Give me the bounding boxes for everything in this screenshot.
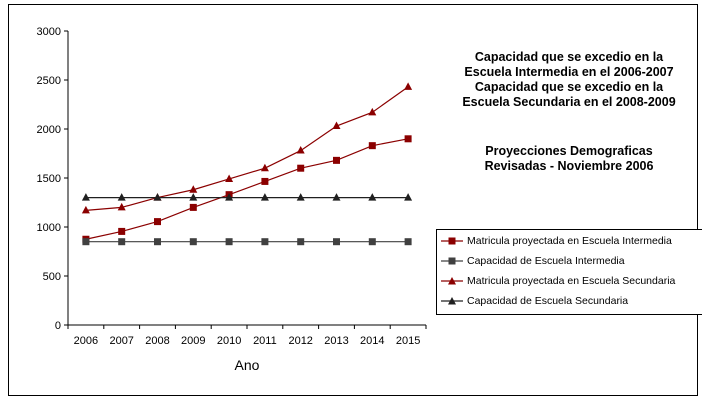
legend-label: Matricula proyectada en Escuela Secundar… xyxy=(467,275,676,287)
data-point xyxy=(261,238,269,246)
data-point xyxy=(332,193,341,201)
data-point xyxy=(153,193,162,201)
legend-label: Capacidad de Escuela Secundaria xyxy=(467,295,629,307)
data-point xyxy=(189,193,198,201)
y-tick-label: 2500 xyxy=(37,75,61,87)
chart-legend: Matricula proyectada en Escuela Intermed… xyxy=(436,229,702,315)
capacity-annotation: Capacidad que se excedio en la Escuela I… xyxy=(439,50,699,110)
series-line xyxy=(85,138,409,240)
line-chart: 0 500 1000 1500 2000 2500 3000 2006 2007 2008 2009… xyxy=(37,26,427,373)
data-point xyxy=(297,164,305,172)
data-point xyxy=(368,142,376,150)
data-point xyxy=(225,238,233,246)
data-point xyxy=(296,146,305,154)
data-point xyxy=(154,238,161,246)
data-point xyxy=(225,174,234,182)
x-axis-title: Ano xyxy=(235,357,260,373)
annotation-line: Proyecciones Demograficas xyxy=(485,144,653,158)
y-tick-label: 3000 xyxy=(37,26,61,38)
data-point xyxy=(333,238,340,246)
annotation-line: Capacidad que se excedio en la xyxy=(474,80,664,94)
data-point xyxy=(368,238,376,246)
annotation-line: Capacidad que se excedio en la xyxy=(474,50,664,64)
y-tick-label: 1500 xyxy=(37,173,61,185)
legend-item: Matricula proyectada en Escuela Secundar… xyxy=(441,272,702,292)
data-point xyxy=(404,193,413,201)
x-tick-label: 2013 xyxy=(324,335,348,347)
y-tick-label: 0 xyxy=(55,320,61,332)
legend-item: Capacidad de Escuela Secundaria xyxy=(441,292,702,312)
data-point xyxy=(189,203,197,211)
x-tick-label: 2006 xyxy=(74,335,98,347)
annotation-line: Escuela Intermedia en el 2006-2007 xyxy=(464,65,674,79)
chart-frame: 0 500 1000 1500 2000 2500 3000 2006 2007 2008 2009… xyxy=(8,4,702,396)
data-point xyxy=(296,193,305,201)
data-point xyxy=(368,107,377,116)
data-point xyxy=(189,185,198,193)
legend-label: Matricula proyectada en Escuela Intermed… xyxy=(467,235,672,247)
data-point xyxy=(260,163,269,172)
data-point xyxy=(189,238,197,246)
data-point xyxy=(82,238,90,246)
x-tick-label: 2010 xyxy=(217,335,241,347)
annotation-line: Revisadas - Noviembre 2006 xyxy=(484,159,654,173)
annotation-line: Escuela Secundaria en el 2008-2009 xyxy=(462,95,676,109)
data-point xyxy=(118,227,126,235)
x-tick-label: 2015 xyxy=(396,335,420,347)
x-tick-label: 2014 xyxy=(360,335,384,347)
data-point xyxy=(333,156,340,164)
y-tick-label: 2000 xyxy=(37,124,61,136)
y-tick-label: 500 xyxy=(43,271,61,283)
data-point xyxy=(154,218,161,226)
series-line xyxy=(85,86,409,211)
data-point xyxy=(404,238,412,246)
legend-label: Capacidad de Escuela Intermedia xyxy=(467,255,625,267)
legend-swatch xyxy=(441,277,463,285)
data-point xyxy=(117,202,126,211)
y-tick-label: 1000 xyxy=(37,222,61,234)
projection-annotation: Proyecciones Demograficas Revisadas - No… xyxy=(439,144,699,174)
legend-swatch xyxy=(441,237,463,245)
x-tick-label: 2011 xyxy=(253,335,277,347)
data-point xyxy=(332,121,341,130)
x-tick-label: 2007 xyxy=(109,335,133,347)
data-point xyxy=(118,238,126,246)
legend-item: Capacidad de Escuela Intermedia xyxy=(441,252,702,272)
legend-swatch xyxy=(441,297,463,305)
data-point xyxy=(261,177,269,185)
x-tick-label: 2008 xyxy=(145,335,169,347)
legend-swatch xyxy=(441,257,463,265)
x-tick-label: 2012 xyxy=(288,335,312,347)
data-point xyxy=(404,135,412,143)
x-tick-label: 2009 xyxy=(181,335,205,347)
data-point xyxy=(117,193,126,201)
data-point xyxy=(81,193,90,201)
data-point xyxy=(404,82,413,90)
data-point xyxy=(297,238,305,246)
data-point xyxy=(368,193,377,201)
legend-item: Matricula proyectada en Escuela Intermed… xyxy=(441,232,702,252)
data-point xyxy=(225,193,234,201)
data-point xyxy=(260,193,269,201)
data-point xyxy=(81,205,90,214)
